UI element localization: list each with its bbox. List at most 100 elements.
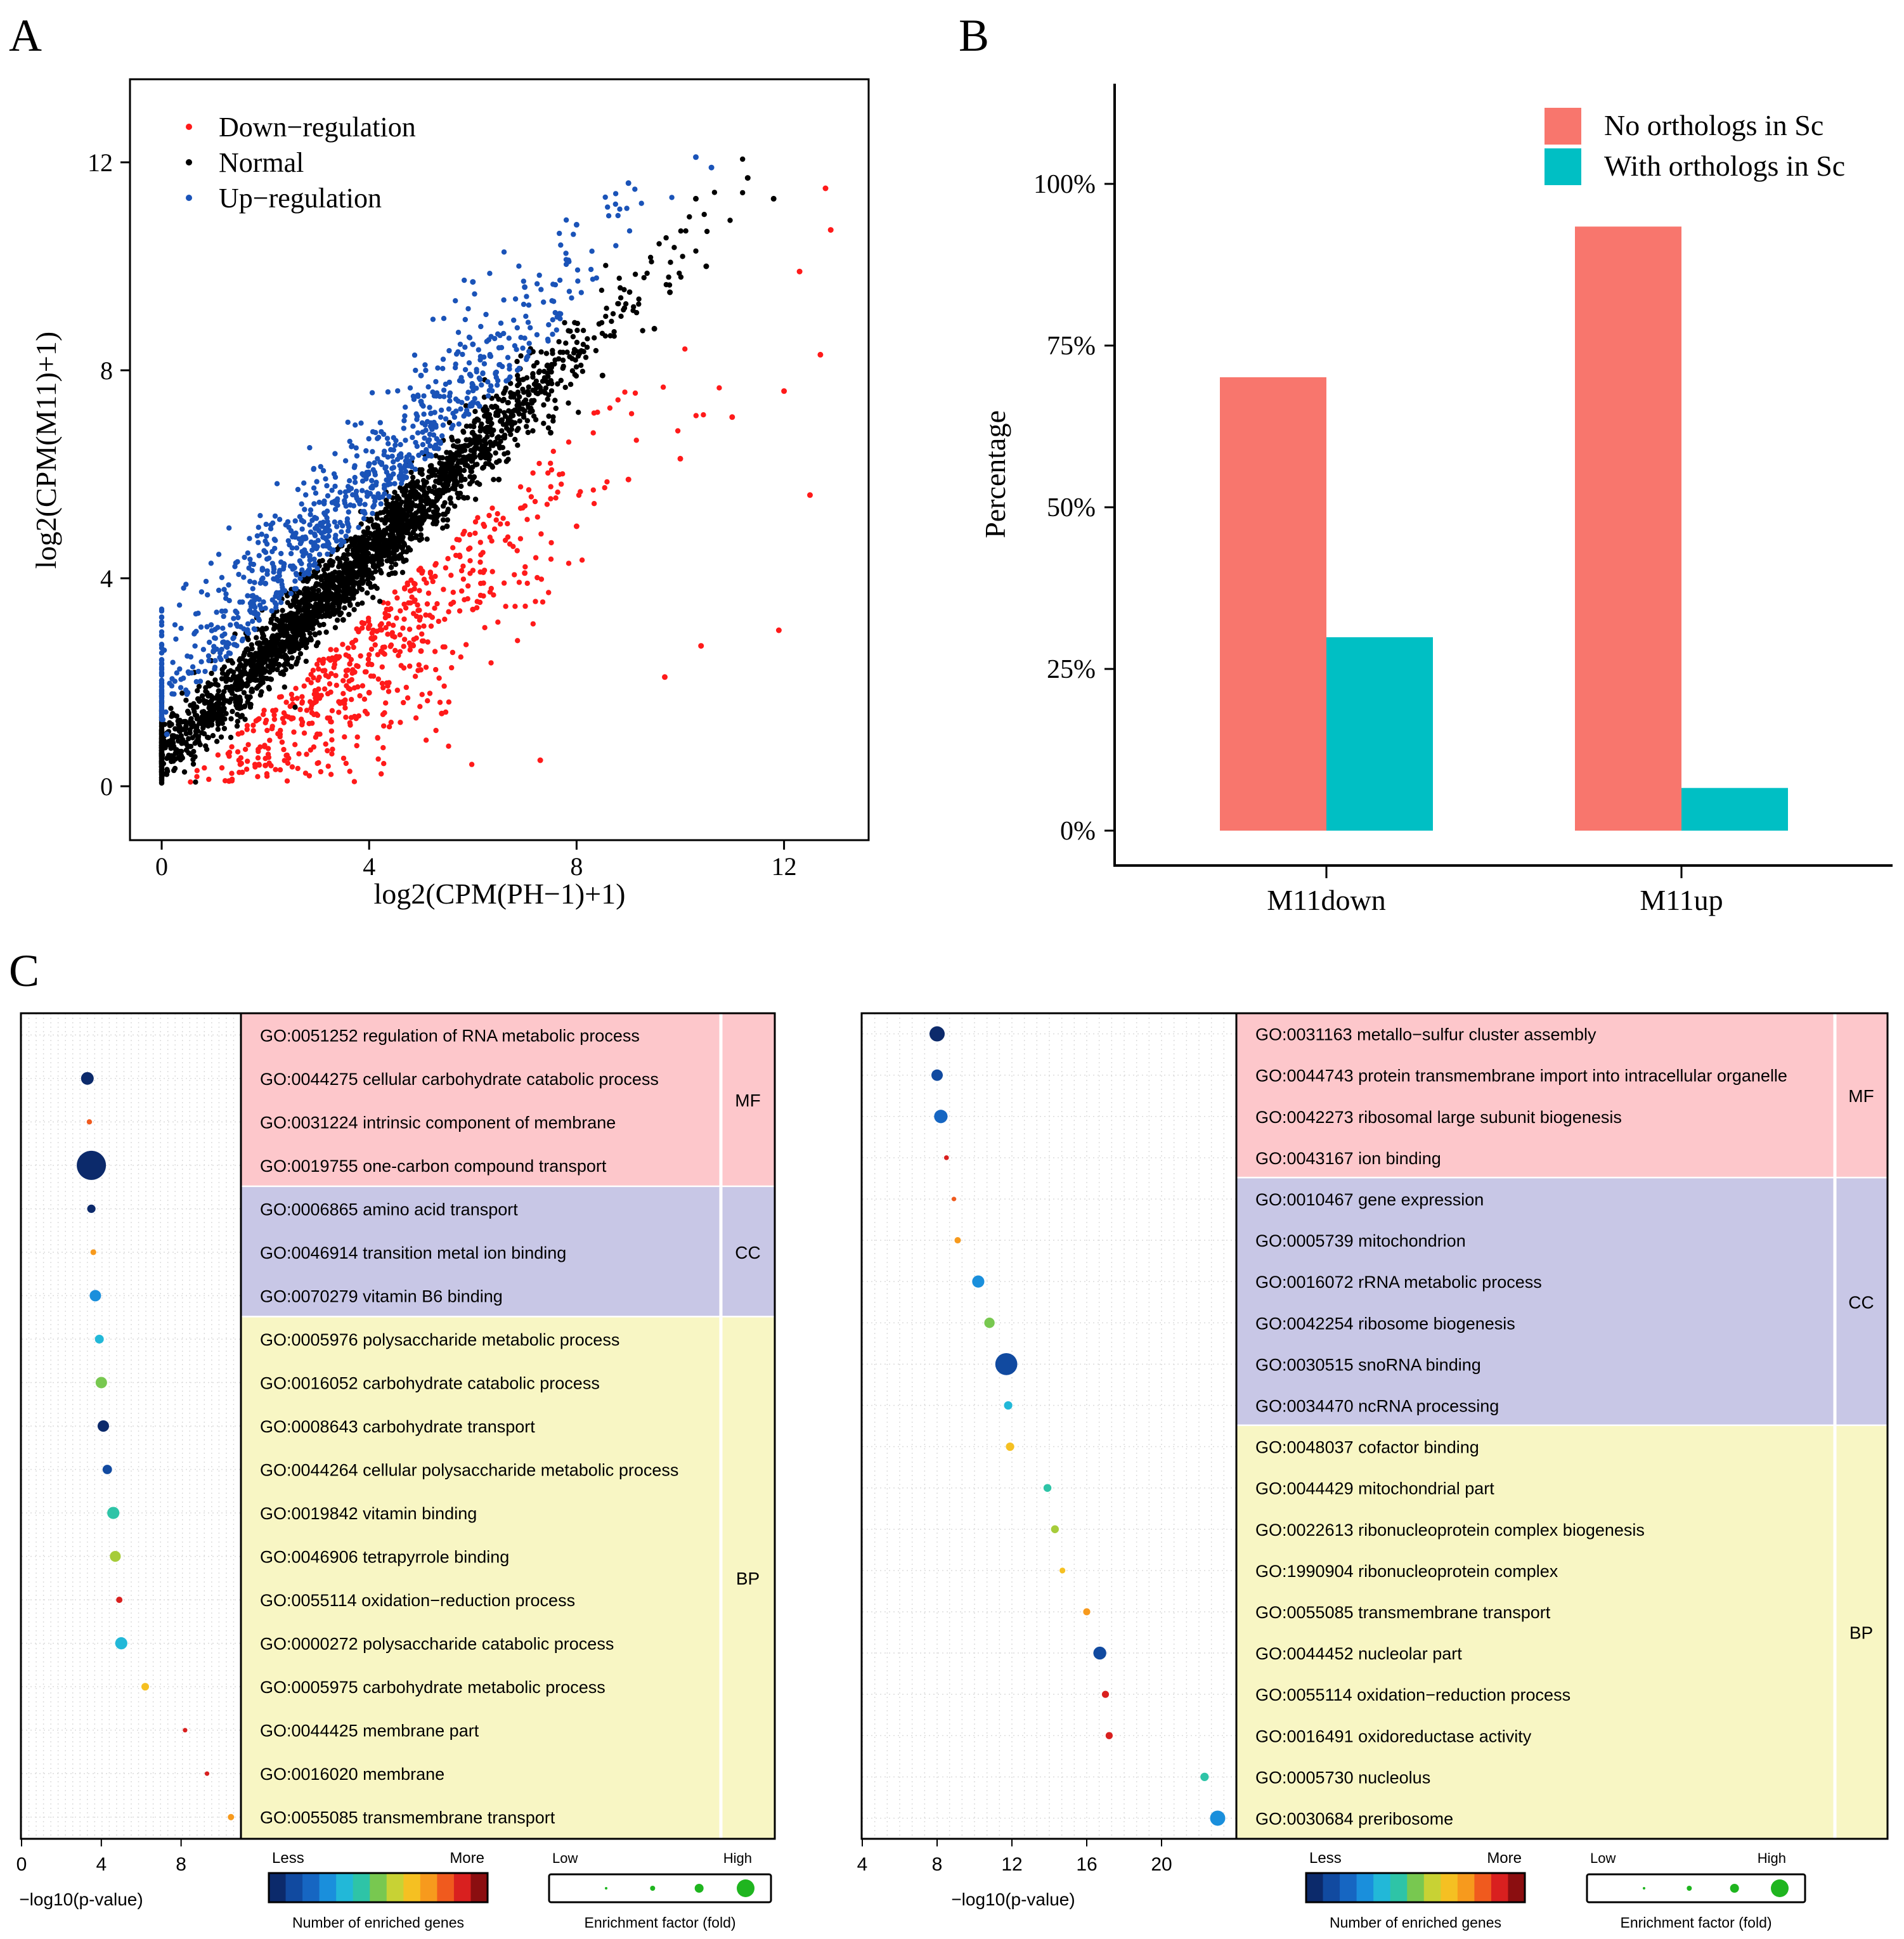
size-legend-high-label: High bbox=[723, 1850, 752, 1866]
data-point bbox=[325, 748, 330, 754]
data-point bbox=[668, 259, 673, 265]
size-legend-dot bbox=[605, 1887, 607, 1890]
data-point bbox=[280, 641, 286, 647]
data-point bbox=[408, 536, 414, 541]
go-dot bbox=[204, 1771, 210, 1776]
data-point bbox=[667, 289, 673, 295]
data-point bbox=[432, 649, 438, 654]
data-point bbox=[524, 580, 530, 587]
data-point bbox=[181, 675, 186, 681]
data-point bbox=[406, 509, 412, 514]
x-tick-label: 4 bbox=[363, 852, 375, 881]
data-point bbox=[395, 388, 401, 394]
data-point bbox=[528, 494, 534, 500]
data-point bbox=[521, 301, 527, 308]
data-point bbox=[351, 554, 357, 559]
data-point bbox=[515, 443, 521, 448]
go-term-label: GO:0055085 transmembrane transport bbox=[1255, 1603, 1551, 1622]
data-point bbox=[328, 728, 335, 734]
data-point bbox=[380, 535, 386, 541]
data-point bbox=[349, 640, 356, 645]
data-point bbox=[186, 750, 191, 756]
data-point bbox=[372, 472, 378, 477]
data-point bbox=[324, 608, 330, 614]
go-term-label: GO:0042273 ribosomal large subunit bioge… bbox=[1255, 1108, 1622, 1127]
data-point bbox=[701, 412, 706, 418]
data-point bbox=[433, 478, 439, 484]
data-point bbox=[280, 607, 285, 613]
data-point bbox=[194, 774, 200, 780]
data-point bbox=[623, 301, 629, 307]
data-point bbox=[649, 259, 654, 264]
data-point bbox=[293, 571, 299, 576]
data-point bbox=[458, 459, 464, 465]
data-point bbox=[231, 642, 237, 647]
data-point bbox=[548, 460, 554, 466]
data-point bbox=[212, 635, 218, 641]
data-point bbox=[458, 375, 464, 380]
data-point bbox=[550, 418, 556, 424]
data-point bbox=[558, 377, 564, 384]
data-point bbox=[470, 567, 476, 573]
colorbar-swatch bbox=[1323, 1873, 1340, 1902]
data-point bbox=[366, 689, 372, 696]
data-point bbox=[415, 492, 422, 498]
data-point bbox=[375, 436, 380, 441]
data-point bbox=[272, 657, 278, 663]
data-point bbox=[169, 736, 175, 743]
data-point bbox=[347, 661, 353, 667]
data-point bbox=[301, 576, 307, 582]
data-point bbox=[517, 505, 524, 511]
data-point bbox=[262, 762, 269, 768]
data-point bbox=[285, 538, 291, 544]
data-point bbox=[416, 509, 422, 514]
data-point bbox=[228, 622, 233, 628]
data-point bbox=[288, 616, 294, 622]
go-term-label: GO:1990904 ribonucleoprotein complex bbox=[1255, 1562, 1558, 1581]
data-point bbox=[425, 474, 432, 480]
data-point bbox=[488, 660, 494, 666]
panel-b-bar-chart: 0%25%50%75%100%M11down M11up Percentage N… bbox=[979, 84, 1893, 916]
data-point bbox=[343, 715, 349, 720]
data-point bbox=[225, 751, 231, 756]
data-point bbox=[698, 643, 704, 649]
data-point bbox=[247, 607, 253, 614]
data-point bbox=[405, 582, 410, 588]
data-point bbox=[740, 190, 746, 196]
data-point bbox=[423, 737, 429, 743]
data-point bbox=[479, 421, 484, 427]
data-point bbox=[354, 743, 359, 749]
data-point bbox=[439, 433, 445, 439]
data-point bbox=[202, 668, 208, 675]
data-point bbox=[283, 632, 288, 639]
data-point bbox=[315, 640, 321, 645]
data-point bbox=[524, 354, 530, 360]
data-point bbox=[625, 180, 631, 186]
go-term-label: GO:0016020 membrane bbox=[260, 1765, 444, 1784]
data-point bbox=[580, 328, 586, 334]
data-point bbox=[363, 669, 369, 675]
data-point bbox=[250, 722, 256, 729]
y-tick-label: 0 bbox=[100, 772, 113, 801]
x-tick-label: M11up bbox=[1640, 884, 1723, 916]
data-point bbox=[391, 459, 396, 465]
data-point bbox=[170, 711, 176, 717]
data-point bbox=[442, 512, 448, 517]
data-point bbox=[480, 371, 486, 377]
data-point bbox=[465, 306, 471, 312]
colorbar-swatch bbox=[1474, 1873, 1492, 1902]
data-point bbox=[423, 612, 429, 618]
data-point bbox=[195, 688, 200, 694]
data-point bbox=[380, 494, 385, 500]
data-point bbox=[251, 626, 257, 632]
data-point bbox=[403, 474, 408, 480]
data-point bbox=[602, 194, 608, 200]
data-point bbox=[321, 591, 327, 597]
data-point bbox=[669, 195, 675, 200]
data-point bbox=[497, 332, 503, 339]
data-point bbox=[533, 555, 539, 561]
data-point bbox=[364, 470, 370, 476]
data-point bbox=[366, 436, 372, 442]
data-point bbox=[299, 615, 304, 621]
data-point bbox=[687, 214, 692, 220]
